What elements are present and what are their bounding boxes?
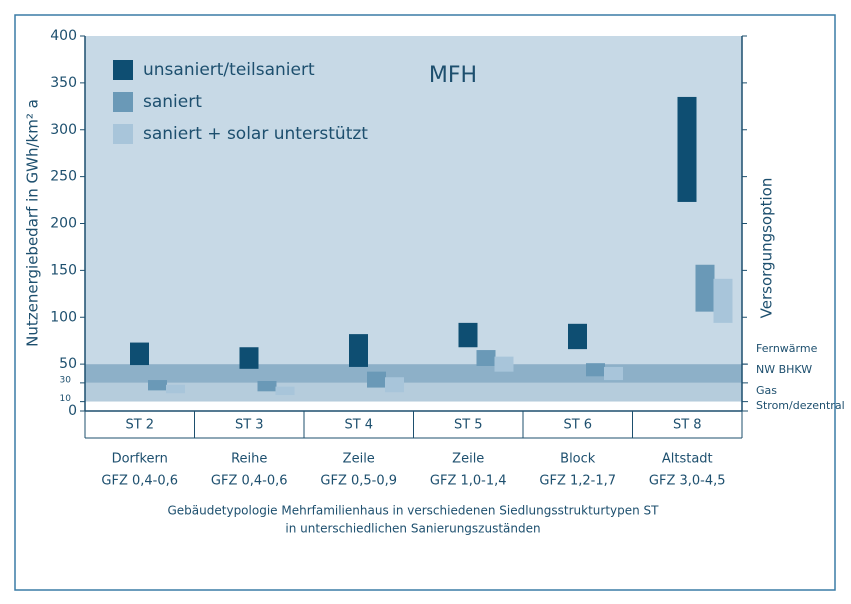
supply-label: Gas [756,384,777,397]
y-tick-label: 150 [50,262,77,278]
category-name: Altstadt [662,452,713,467]
range-bar [494,356,514,372]
legend-swatch [113,92,133,112]
category-name: Dorfkern [112,452,168,467]
range-bar [713,278,733,323]
x-tick-label: ST 4 [344,418,373,433]
x-tick-label: ST 3 [235,418,264,433]
supply-label: Strom/dezentral [756,399,845,412]
y-tick-label: 350 [50,75,77,91]
category-name: Zeile [343,452,375,467]
category-gfz: GFZ 1,0-1,4 [430,474,507,489]
y-tick-label: 250 [50,169,77,185]
y-tick-label: 10 [60,394,72,404]
chart-title: MFH [429,63,477,88]
category-gfz: GFZ 1,2-1,7 [539,474,616,489]
category-gfz: GFZ 0,5-0,9 [320,474,397,489]
legend-label: saniert [143,92,202,112]
range-bar [349,334,368,367]
range-bar [385,377,404,393]
y2-axis-label: Versorgungsoption [758,178,776,319]
y-tick-label: 50 [59,356,77,372]
range-bar [367,371,386,388]
supply-zone [85,401,742,411]
category-name: Reihe [231,452,267,467]
y-tick-label: 400 [50,28,77,44]
y-tick-label: 300 [50,122,77,138]
range-bar [166,384,185,394]
supply-zone [85,36,742,365]
x-tick-label: ST 2 [125,418,154,433]
range-bar [677,96,697,202]
legend-label: saniert + solar unterstützt [143,124,368,144]
y-tick-label: 0 [68,403,77,419]
y-tick-label: 30 [60,375,72,385]
legend-label: unsaniert/teilsaniert [143,60,315,80]
supply-label: NW BHKW [756,363,812,376]
range-bar [695,264,715,312]
x-axis-label: in unterschiedlichen Sanierungszuständen [285,522,540,536]
range-bar [568,323,587,350]
category-gfz: GFZ 0,4-0,6 [101,474,178,489]
y-tick-label: 100 [50,309,77,325]
supply-zone [85,382,742,402]
y-axis-label: Nutzenergiebedarf in GWh/km² a [24,99,42,347]
supply-zone [85,364,742,383]
y-tick-label: 200 [50,216,77,232]
range-bar [476,350,496,366]
range-bar [604,366,623,381]
category-name: Block [560,452,596,467]
category-name: Zeile [452,452,484,467]
legend-swatch [113,60,133,80]
x-axis-label: Gebäudetypologie Mehrfamilienhaus in ver… [168,504,660,518]
range-bar [458,322,478,348]
frame [14,14,836,591]
x-tick-label: ST 8 [673,418,702,433]
range-bar [275,386,295,396]
supply-label: Fernwärme [756,342,818,355]
range-bar [586,363,605,377]
x-tick-label: ST 6 [563,418,592,433]
category-gfz: GFZ 0,4-0,6 [211,474,288,489]
range-bar [239,347,259,369]
legend-swatch [113,124,133,144]
category-gfz: GFZ 3,0-4,5 [649,474,726,489]
range-bar [257,381,277,392]
range-bar [148,380,167,391]
x-tick-label: ST 5 [454,418,483,433]
range-bar [130,342,149,366]
